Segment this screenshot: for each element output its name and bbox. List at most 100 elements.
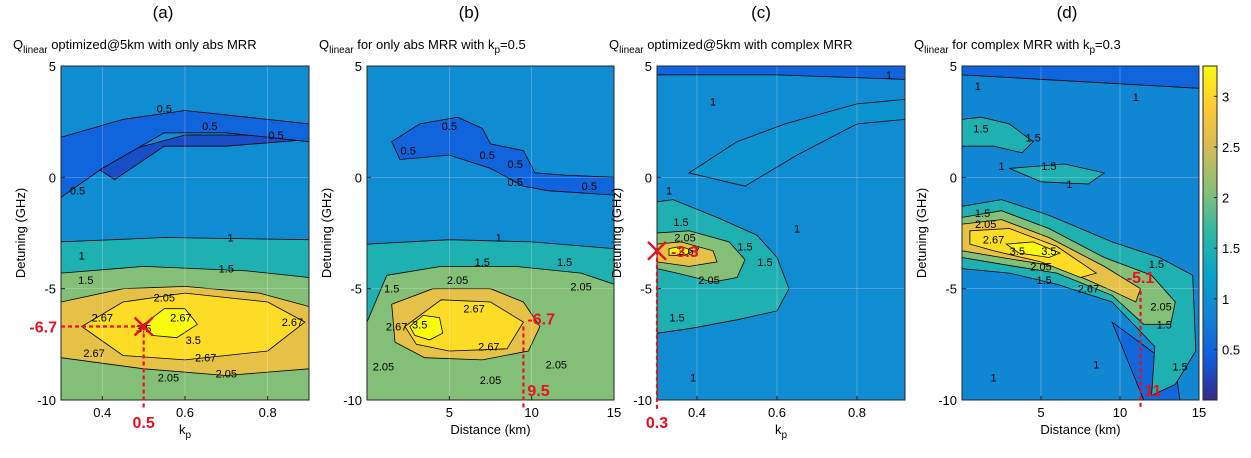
contour-label: 1.5 xyxy=(1041,161,1056,173)
contour-label: 2.05 xyxy=(975,219,996,231)
x-axis-label: Distance (km) xyxy=(450,422,530,437)
contour-label: 1.5 xyxy=(78,275,93,287)
y-axis-label: Detuning (GHz) xyxy=(319,188,334,278)
contour-label: 2.05 xyxy=(480,375,501,387)
title-q: Q xyxy=(914,37,924,52)
title-text: optimized@5km with complex MRR xyxy=(644,37,853,52)
contour-label: 3.5 xyxy=(412,319,427,331)
contour-label: 1 xyxy=(794,224,800,236)
y-axis-label: Detuning (GHz) xyxy=(609,188,624,278)
title-q: Q xyxy=(319,37,329,52)
contour-label: 2.05 xyxy=(373,362,394,374)
optimum-marker xyxy=(133,316,154,337)
contour-label: 3.5 xyxy=(1041,246,1056,258)
contour-label: 2.67 xyxy=(678,246,699,258)
axes-frame xyxy=(366,65,615,401)
y-tick-label: 0 xyxy=(645,170,652,185)
contour-label: 0.5 xyxy=(442,121,457,133)
contour-label: 1.5 xyxy=(1149,259,1164,271)
heatmap-area: 1 1 1 1 1.5 2.05 2.67 1.5 2.05 1.5 1.5 1 xyxy=(657,66,905,400)
contour-region xyxy=(409,314,444,341)
contour-label: 0.5 xyxy=(70,186,85,198)
x-axis-label: kp xyxy=(179,422,192,441)
contour-label: 2.05 xyxy=(698,275,719,287)
colorbar-tick-label: 2.5 xyxy=(1222,140,1240,155)
x-tick-label: 5 xyxy=(446,405,453,420)
title-q: Q xyxy=(609,37,619,52)
low-region xyxy=(962,66,1199,89)
optimum-x-label: 11 xyxy=(1145,383,1162,400)
contour-label: 0.5 xyxy=(157,103,172,115)
title-subscript: linear xyxy=(619,45,644,56)
heatmap-area: 0.50.50.50.5111.51.52.052.672.672.673.53… xyxy=(61,66,309,400)
contour-label: 1.5 xyxy=(384,284,399,296)
y-axis-label: Detuning (GHz) xyxy=(13,188,28,278)
contour-label: 0.5 xyxy=(202,121,217,133)
contour-label: 0.5 xyxy=(268,130,283,142)
low-region xyxy=(687,98,905,187)
contour-label: 1 xyxy=(991,373,997,385)
contour-label: 1.5 xyxy=(1037,275,1052,287)
contour-label: 2.67 xyxy=(463,304,484,316)
panel-letter: (a) xyxy=(153,3,174,22)
x-tick-label: 0.4 xyxy=(688,405,706,420)
contour-label: 2.67 xyxy=(386,322,407,334)
contour-label: 1.5 xyxy=(737,241,752,253)
y-tick-label: -10 xyxy=(343,393,362,408)
y-axis-label: Detuning (GHz) xyxy=(914,188,929,278)
optimum-y-label: -5.1 xyxy=(1127,270,1155,287)
title-subscript-2: p xyxy=(1089,45,1095,56)
contour-label: 1 xyxy=(1133,92,1139,104)
title-subscript: linear xyxy=(329,45,354,56)
contour-label: 1 xyxy=(227,232,233,244)
panel-c: (c) Qlinear optimized@5km with complex MR… xyxy=(609,3,906,441)
contour-label: 2.67 xyxy=(83,348,104,360)
heatmap-area: 0.5 0.5 0.5 0.5 0.5 0.5 1 1.5 1.5 1.5 2.05 2.05 2.67… xyxy=(367,66,614,400)
contour-label: 2.05 xyxy=(154,293,175,305)
contour-label: 1.5 xyxy=(973,123,988,135)
title-q: Q xyxy=(13,37,23,52)
contour-label: 1 xyxy=(998,161,1004,173)
contour-label: 1 xyxy=(690,373,696,385)
panel-letter: (c) xyxy=(751,3,771,22)
y-tick-label: 5 xyxy=(355,59,362,74)
contour-label: 0.5 xyxy=(480,150,495,162)
title-text-2: =0.5 xyxy=(500,37,526,52)
y-tick-label: -5 xyxy=(640,282,652,297)
title-subscript: linear xyxy=(924,45,949,56)
contour-label: 2.05 xyxy=(570,281,591,293)
optimum-y-label: -6.7 xyxy=(29,320,57,337)
contour-label: 2.67 xyxy=(1078,284,1099,296)
contour-region xyxy=(668,245,694,256)
y-tick-label: -10 xyxy=(37,393,56,408)
contour-label: 1 xyxy=(710,97,716,109)
colorbar-tick-label: 2 xyxy=(1222,191,1229,206)
contour-region xyxy=(61,110,309,198)
y-tick-label: -10 xyxy=(938,393,957,408)
y-tick-label: -5 xyxy=(945,282,957,297)
panel-title: Qlinear optimized@5km with only abs MRR xyxy=(13,37,257,56)
contour-label: 2.67 xyxy=(282,317,303,329)
colorbar-tick-label: 3 xyxy=(1222,89,1229,104)
contour-label: 1.5 xyxy=(757,257,772,269)
contour-label: 1.5 xyxy=(1025,132,1040,144)
panel-title: Qlinear for only abs MRR with kp=0.5 xyxy=(319,37,526,56)
optimum-x-label: 0.3 xyxy=(646,415,668,432)
panel-title: Qlinear optimized@5km with complex MRR xyxy=(609,37,853,56)
contour-label: 2.05 xyxy=(1150,301,1171,313)
contour-label: 0.5 xyxy=(508,159,523,171)
x-axis-label-main: k xyxy=(775,422,782,437)
x-axis-label: Distance (km) xyxy=(1040,422,1120,437)
contour-label: 2.67 xyxy=(478,342,499,354)
panel-d: (d)Qlinear for complex MRR with kp=0.311… xyxy=(914,3,1206,437)
x-tick-label: 0.8 xyxy=(259,405,277,420)
optimum-x-label: 0.5 xyxy=(133,415,155,432)
contour-label: 3.5 xyxy=(186,335,201,347)
colorbar-tick-label: 0.5 xyxy=(1222,342,1240,357)
contour-label: 0.5 xyxy=(401,146,416,158)
contour-label: 1.5 xyxy=(1157,319,1172,331)
contour-label: 2.05 xyxy=(1030,261,1051,273)
x-axis-label: kp xyxy=(775,422,788,441)
contour-label: 1.5 xyxy=(669,313,684,325)
